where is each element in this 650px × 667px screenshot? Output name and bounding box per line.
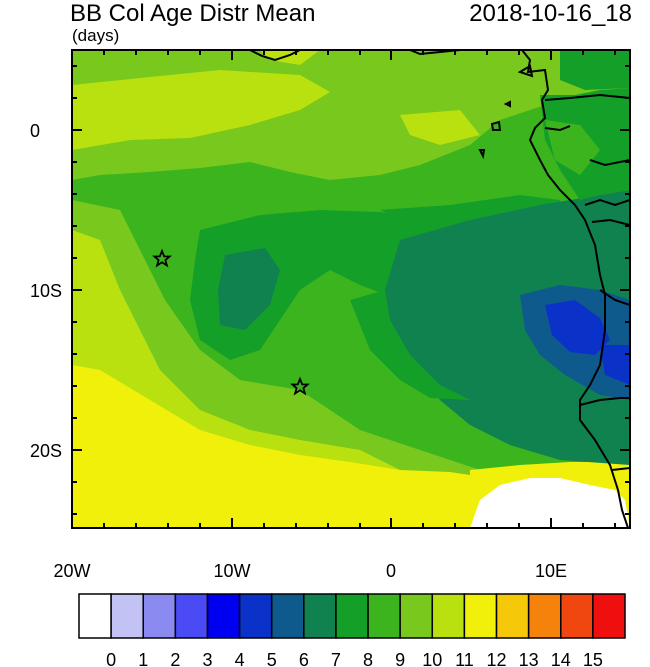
colorbar-label: 14 [551,650,571,667]
lon-label-10w: 10W [213,561,250,581]
colorbar: 0 1 2 3 4 5 6 7 8 9 10 11 12 13 14 15 [78,593,626,667]
colorbar-label: 1 [138,650,148,667]
colorbar-swatch [110,593,144,639]
colorbar-swatch [367,593,401,639]
colorbar-label: 9 [395,650,405,667]
colorbar-swatch [270,593,305,639]
colorbar-swatch [399,593,434,639]
colorbar-label: 2 [170,650,180,667]
colorbar-swatch [78,593,112,639]
colorbar-swatch [174,593,209,639]
colorbar-swatch [592,593,626,639]
lat-label-0: 0 [30,121,40,141]
map-title: BB Col Age Distr Mean [70,0,316,27]
units-label: (days) [72,26,120,45]
colorbar-label: 5 [267,650,277,667]
lon-label-0: 0 [386,561,396,581]
colorbar-swatch [560,593,594,639]
colorbar-swatch [463,593,498,639]
colorbar-label: 10 [422,650,442,667]
colorbar-label: 11 [455,650,474,667]
colorbar-label: 8 [363,650,373,667]
colorbar-swatch [238,593,273,639]
lat-label-10s: 10S [30,281,62,301]
colorbar-swatch [495,593,530,639]
colorbar-swatch [303,593,337,639]
colorbar-label: 4 [235,650,245,667]
colorbar-swatch [335,593,369,639]
axis-ticks [71,50,630,528]
colorbar-swatch [142,593,177,639]
colorbar-label: 15 [583,650,603,667]
star-icon [152,248,172,268]
lat-label-20s: 20S [30,441,62,461]
colorbar-label: 0 [106,650,116,667]
colorbar-label: 3 [202,650,212,667]
star-icon [290,376,310,396]
lon-label-10e: 10E [535,561,567,581]
colorbar-swatch [431,593,466,639]
map-field [72,50,630,528]
colorbar-label: 7 [331,650,341,667]
map-datetime: 2018-10-16_18 [469,0,632,27]
colorbar-label: 6 [299,650,309,667]
colorbar-label: 13 [519,650,539,667]
colorbar-swatch [527,593,562,639]
lon-label-20w: 20W [53,561,90,581]
colorbar-label: 12 [487,650,507,667]
colorbar-swatch [206,593,241,639]
